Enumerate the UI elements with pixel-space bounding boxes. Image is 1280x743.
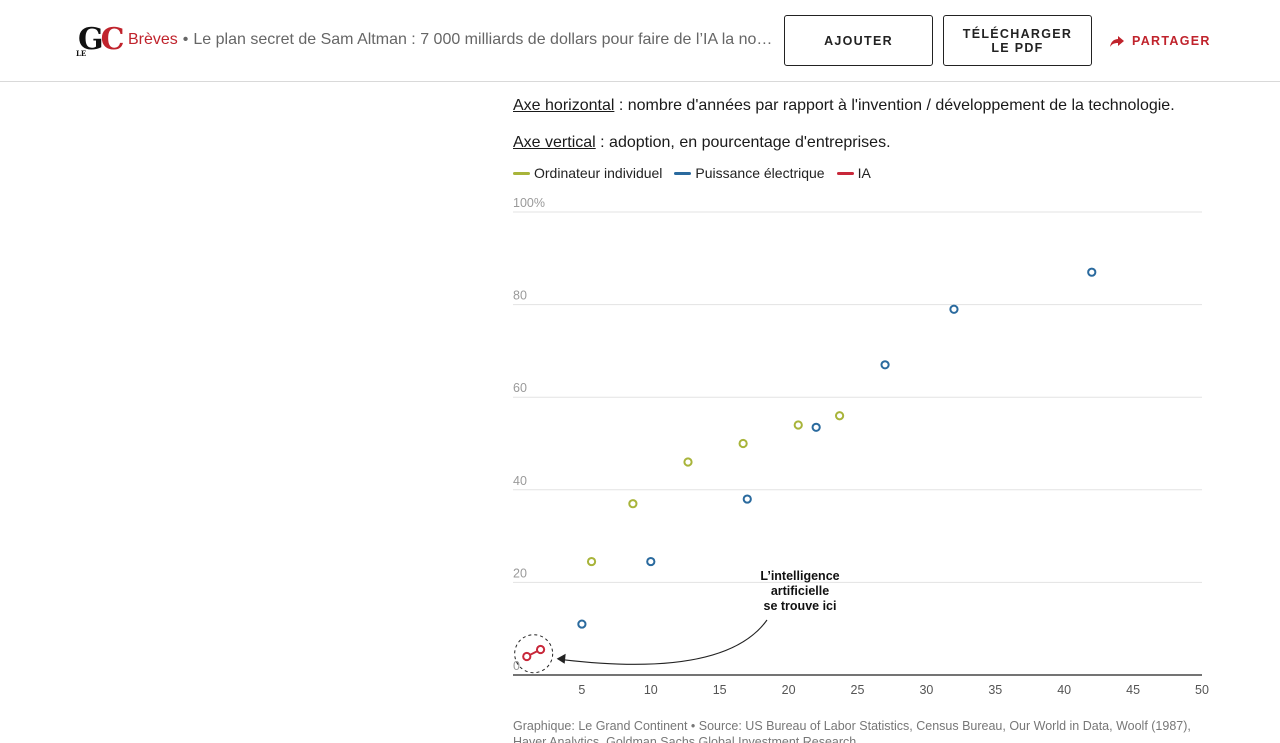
share-arrow-icon bbox=[1110, 35, 1124, 47]
vertical-axis-description: Axe vertical : adoption, en pourcentage … bbox=[513, 132, 891, 154]
data-point bbox=[834, 411, 845, 421]
annotation-text: L’intelligence bbox=[760, 569, 839, 583]
x-tick-label: 15 bbox=[713, 683, 727, 697]
data-point bbox=[535, 644, 546, 655]
data-point bbox=[628, 499, 638, 509]
vertical-axis-term: Axe vertical bbox=[513, 134, 596, 151]
x-tick-label: 25 bbox=[851, 683, 865, 697]
breadcrumb-category[interactable]: Brèves bbox=[128, 31, 178, 48]
data-point bbox=[683, 457, 693, 467]
data-point bbox=[949, 304, 959, 314]
legend-swatch bbox=[674, 171, 692, 175]
legend-label: Ordinateur individuel bbox=[534, 165, 663, 181]
x-tick-label: 5 bbox=[578, 683, 585, 697]
share-label: PARTAGER bbox=[1132, 34, 1211, 48]
data-point bbox=[1087, 267, 1097, 277]
download-pdf-button[interactable]: TÉLÉCHARGER LE PDF bbox=[943, 15, 1092, 66]
data-point bbox=[811, 422, 821, 432]
horizontal-axis-text: : nombre d'années par rapport à l'invent… bbox=[614, 97, 1175, 114]
legend-item: Puissance électrique bbox=[674, 165, 825, 181]
chart-legend: Ordinateur individuel Puissance électriqu… bbox=[513, 163, 883, 183]
top-bar: LE GC Brèves • Le plan secret de Sam Altman… bbox=[0, 0, 1280, 82]
data-point bbox=[522, 651, 532, 662]
data-point bbox=[646, 556, 656, 567]
data-point bbox=[586, 556, 597, 567]
y-tick-label: 0 bbox=[513, 659, 520, 673]
legend-swatch bbox=[836, 171, 854, 175]
y-tick-label: 80 bbox=[513, 289, 527, 303]
horizontal-axis-description: Axe horizontal : nombre d'années par rap… bbox=[513, 95, 1175, 117]
annotation-text: artificielle bbox=[771, 584, 829, 598]
data-point bbox=[738, 438, 748, 449]
annotation-text: se trouve ici bbox=[764, 599, 837, 613]
article-title: Le plan secret de Sam Altman : 7 000 mil… bbox=[193, 31, 776, 48]
adoption-scatter-chart: 0 20 40 60 80 100% 5 10 15 20 25 30 35 40 45 50 L’intell… bbox=[513, 196, 1209, 697]
data-point bbox=[793, 420, 803, 430]
y-tick-label: 60 bbox=[513, 381, 527, 395]
breadcrumb-separator: • bbox=[182, 31, 189, 48]
legend-label: Puissance électrique bbox=[695, 165, 825, 181]
x-tick-label: 50 bbox=[1195, 683, 1209, 697]
annotation-arrow-line bbox=[562, 619, 768, 665]
breadcrumb: Brèves • Le plan secret de Sam Altman : 7 … bbox=[128, 29, 776, 51]
y-tick-label: 40 bbox=[513, 474, 527, 488]
x-tick-label: 45 bbox=[1126, 683, 1140, 697]
legend-label: IA bbox=[857, 165, 871, 181]
x-tick-label: 35 bbox=[988, 683, 1002, 697]
horizontal-axis-term: Axe horizontal bbox=[513, 97, 615, 114]
site-logo[interactable]: LE GC bbox=[76, 22, 125, 58]
share-button[interactable]: PARTAGER bbox=[1110, 31, 1211, 51]
y-tick-label: 100% bbox=[513, 196, 545, 210]
logo-g: G bbox=[78, 22, 104, 57]
legend-item: Ordinateur individuel bbox=[513, 165, 662, 181]
add-button[interactable]: AJOUTER bbox=[784, 15, 933, 66]
data-point bbox=[880, 360, 890, 370]
data-point bbox=[742, 494, 752, 504]
annotation-circle bbox=[514, 634, 554, 674]
x-tick-label: 40 bbox=[1057, 683, 1071, 697]
legend-item: IA bbox=[836, 165, 871, 181]
legend-swatch bbox=[513, 171, 530, 175]
chart-source: Graphique: Le Grand Continent • Source: … bbox=[513, 719, 1191, 743]
logo-prefix: LE bbox=[76, 49, 87, 58]
logo-c: C bbox=[100, 22, 125, 57]
x-tick-label: 30 bbox=[919, 683, 933, 697]
annotation-arrowhead bbox=[556, 653, 566, 664]
x-tick-label: 10 bbox=[644, 683, 658, 697]
y-tick-label: 20 bbox=[513, 566, 527, 580]
vertical-axis-text: : adoption, en pourcentage d'entreprises… bbox=[595, 134, 891, 151]
data-point bbox=[577, 619, 587, 629]
x-tick-label: 20 bbox=[782, 683, 796, 697]
